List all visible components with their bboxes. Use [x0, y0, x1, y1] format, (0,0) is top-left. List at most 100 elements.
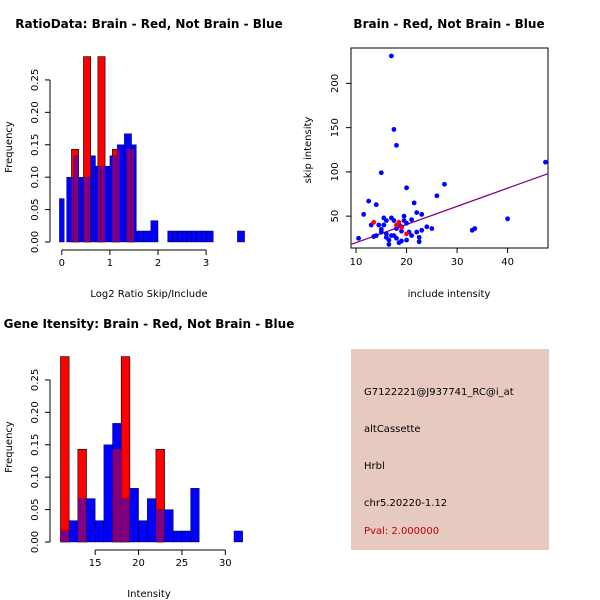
scatter-not-brain-point [394, 142, 399, 148]
intensity-not-brain-bar [190, 487, 200, 543]
intensity-y-tick-label: 0.00 [30, 531, 41, 553]
scatter-not-brain-point [404, 185, 409, 191]
scatter-not-brain-point [399, 238, 404, 244]
intensity-x-tick-label: 30 [219, 558, 232, 569]
genomic-location: chr5.20220-1.12 [364, 498, 448, 509]
intensity-overlap-bar [121, 498, 130, 542]
intensity-not-brain-bar [173, 530, 183, 543]
scatter-ylabel: skip intensity [303, 117, 314, 184]
scatter-not-brain-point [505, 216, 510, 222]
intensity-not-brain-bar [138, 520, 148, 543]
scatter-brain-point [396, 219, 402, 225]
ratio-y-tick-label: 0.00 [30, 231, 41, 253]
ratio-not-brain-bar [205, 230, 214, 243]
probe-id: G7122221@J937741_RC@i_at [364, 387, 514, 398]
scatter-not-brain-point [424, 224, 430, 230]
scatter-not-brain-point [356, 235, 361, 241]
intensity-not-brain-bar [86, 498, 96, 543]
ratio-y-tick-label: 0.15 [30, 134, 41, 156]
scatter-not-brain-point [361, 211, 367, 217]
ratio-overlap-bar [117, 149, 120, 242]
scatter-not-brain-point [404, 220, 409, 226]
intensity-x-tick-label: 25 [176, 558, 189, 569]
scatter-not-brain-point [442, 181, 447, 187]
intensity-x-tick-label: 15 [89, 558, 102, 569]
scatter-not-brain-point [386, 237, 392, 243]
scatter-not-brain-point [472, 226, 478, 231]
scatter-not-brain-point [409, 217, 415, 223]
intensity-not-brain-bar [164, 509, 174, 543]
ratio-histogram: RatioData: Brain - Red, Not Brain - Blue… [4, 17, 283, 300]
gene-name: Hrbl [364, 461, 385, 472]
intensity-y-tick-label: 0.20 [30, 401, 41, 423]
scatter-not-brain-point [376, 222, 382, 228]
scatter-y-tick-label: 200 [330, 74, 341, 93]
scatter-not-brain-point [383, 218, 389, 223]
ratio-y-tick-label: 0.20 [30, 101, 41, 123]
scatter-x-tick-label: 30 [451, 257, 464, 268]
ratio-not-brain-bar [59, 198, 65, 243]
scatter-not-brain-point [416, 239, 422, 245]
scatter-plot-frame [350, 47, 549, 249]
intensity-brain-bar [60, 356, 70, 543]
gene-intensity-title: Gene Itensity: Brain - Red, Not Brain - … [4, 317, 295, 331]
scatter-not-brain-point [414, 210, 420, 216]
ratio-overlap-bar [112, 155, 118, 242]
scatter-title: Brain - Red, Not Brain - Blue [353, 17, 544, 31]
scatter-not-brain-point [386, 242, 392, 247]
ratio-overlap-bar [73, 155, 79, 242]
scatter-not-brain-point [366, 198, 372, 204]
ratio-y-tick-label: 0.25 [30, 69, 41, 91]
intensity-y-tick-label: 0.10 [30, 466, 41, 488]
scatter-not-brain-point [419, 227, 425, 233]
intensity-not-brain-bar [129, 487, 139, 543]
ratio-overlap-bar [100, 166, 106, 242]
intensity-x-tick-label: 20 [132, 558, 145, 569]
ratio-not-brain-bar [201, 230, 207, 243]
ratio-x-tick-label: 1 [107, 258, 113, 269]
scatter-brain-point [371, 219, 377, 225]
scatter-not-brain-point [409, 233, 415, 239]
ratio-overlap-bar [126, 149, 132, 242]
scatter-y-tick-label: 150 [330, 118, 341, 137]
scatter-not-brain-point [411, 200, 417, 206]
scatter-brain-point [399, 225, 404, 231]
scatter-not-brain-point [373, 233, 379, 239]
scatter-y-tick-label: 50 [330, 210, 341, 223]
ratio-not-brain-bar [186, 230, 192, 243]
ratio-not-brain-bar [90, 155, 96, 243]
ratio-not-brain-bar [172, 230, 178, 243]
ratio-overlap-bar [97, 166, 101, 242]
scatter-not-brain-point [399, 228, 404, 234]
ratio-overlap-bar [71, 177, 74, 242]
scatter-not-brain-point [404, 237, 409, 243]
scatter-not-brain-point [389, 53, 394, 59]
ratio-not-brain-bar [143, 230, 151, 243]
scatter-not-brain-point [416, 234, 422, 240]
scatter-y-tick-label: 100 [330, 162, 341, 181]
scatter-not-brain-point [429, 226, 435, 231]
scatter-not-brain-point [378, 229, 384, 235]
intensity-not-brain-bar [94, 520, 105, 543]
scatter-not-brain-point [419, 211, 425, 217]
gene-intensity-ylabel: Frequency [4, 421, 15, 473]
scatter-not-brain-point [391, 218, 397, 223]
ratio-not-brain-bar [78, 176, 84, 243]
scatter-fit-line [350, 173, 549, 246]
ratio-y-tick-label: 0.10 [30, 166, 41, 188]
ratio-not-brain-bar [167, 230, 173, 243]
event-type: altCassette [364, 424, 421, 435]
intensity-overlap-bar [155, 509, 165, 542]
ratio-x-tick-label: 2 [155, 258, 161, 269]
intensity-not-brain-bar [147, 498, 157, 543]
intensity-not-brain-bar [181, 530, 191, 543]
scatter-not-brain-point [543, 159, 548, 165]
scatter-not-brain-point [414, 229, 420, 235]
scatter-x-tick-label: 40 [501, 257, 514, 268]
intensity-not-brain-bar [68, 520, 79, 543]
intensity-scatter: Brain - Red, Not Brain - Blue include in… [303, 17, 549, 300]
scatter-not-brain-point [401, 213, 407, 219]
intensity-y-tick-label: 0.15 [30, 434, 41, 456]
ratio-not-brain-bar [196, 230, 202, 243]
